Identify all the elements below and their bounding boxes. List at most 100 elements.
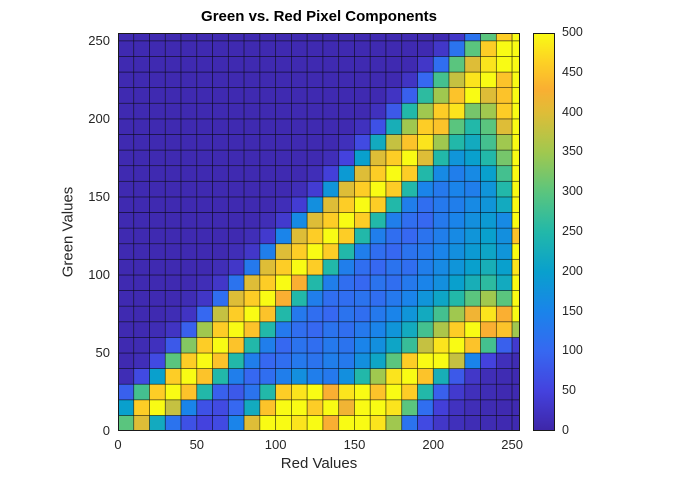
heatmap-cell [354,118,371,135]
heatmap-cell [338,274,355,291]
heatmap-cell [306,134,324,151]
heatmap-cell [385,274,403,291]
heatmap-cell [180,196,198,213]
x-tick-label: 50 [189,437,205,452]
heatmap-cell [164,383,182,401]
heatmap-cell [118,415,135,431]
heatmap-cell [480,399,497,416]
heatmap-cell [118,290,135,307]
heatmap-cell [480,368,497,385]
heatmap-cell [118,258,135,276]
heatmap-cell [180,33,198,42]
heatmap-cell [149,33,166,42]
heatmap-cell [322,383,340,401]
heatmap-cell [432,180,450,198]
heatmap-cell [164,274,182,291]
heatmap-cell [306,383,324,401]
heatmap-cell [480,274,497,291]
heatmap-cell [369,243,387,260]
heatmap-cell [164,40,182,57]
heatmap-cell [401,102,418,120]
heatmap-cell [243,134,261,151]
heatmap-cell [243,368,261,385]
heatmap-cell [212,243,229,260]
heatmap-cell [385,336,403,354]
heatmap-cell [338,321,355,338]
heatmap-cell [432,305,450,323]
heatmap-cell [212,352,229,369]
heatmap-cell [212,33,229,42]
heatmap-cell [180,305,198,323]
heatmap-cell [480,71,497,89]
heatmap-cell [243,87,261,104]
heatmap-cell [432,274,450,291]
heatmap-cell [306,56,324,73]
heatmap-cell [369,258,387,276]
heatmap-cell [480,352,497,369]
heatmap-cell [164,399,182,416]
heatmap-cell [118,321,135,338]
heatmap-cell [401,180,418,198]
heatmap-cell [196,352,213,369]
colorbar-tick-label: 200 [562,263,583,278]
heatmap-cell [417,305,434,323]
heatmap-cell [432,243,450,260]
heatmap-cell [164,243,182,260]
heatmap-cell [495,258,513,276]
heatmap-cell [511,336,520,354]
heatmap-cell [511,149,520,167]
heatmap-cell [464,118,481,135]
heatmap-cell [495,243,513,260]
heatmap-cell [306,87,324,104]
heatmap-cell [338,399,355,416]
heatmap-cell [480,383,497,401]
heatmap-cell [291,40,308,57]
heatmap-cell [401,212,418,229]
heatmap-cell [149,165,166,182]
heatmap-cell [401,383,418,401]
heatmap-cell [432,149,450,167]
heatmap-cell [369,227,387,245]
heatmap-cell [212,40,229,57]
heatmap-cell [227,368,245,385]
heatmap-cell [212,321,229,338]
axes-box [118,33,520,431]
heatmap-cell [480,33,497,42]
heatmap-cell [511,180,520,198]
heatmap-cell [448,212,466,229]
heatmap-cell [322,56,340,73]
heatmap-cell [306,196,324,213]
heatmap-cell [322,165,340,182]
heatmap-cell [291,134,308,151]
heatmap-cell [511,258,520,276]
heatmap-cell [354,305,371,323]
heatmap-cell [133,368,150,385]
heatmap-cell [149,71,166,89]
heatmap-cell [338,180,355,198]
heatmap-cell [164,415,182,431]
heatmap-cell [149,56,166,73]
heatmap-cell [164,368,182,385]
heatmap-cell [291,87,308,104]
heatmap-cell [511,274,520,291]
heatmap-cell [369,415,387,431]
heatmap-cell [275,321,292,338]
heatmap-cell [259,352,277,369]
heatmap-cell [448,134,466,151]
heatmap-cell [480,102,497,120]
heatmap-cell [180,415,198,431]
heatmap-cell [369,180,387,198]
heatmap-cell [354,134,371,151]
heatmap-cell [448,180,466,198]
heatmap-cell [196,56,213,73]
heatmap-cell [243,352,261,369]
heatmap-cell [306,165,324,182]
heatmap-cell [212,165,229,182]
heatmap-cell [495,33,513,42]
heatmap-cell [369,383,387,401]
heatmap-cell [291,180,308,198]
heatmap-cell [275,399,292,416]
heatmap-cell [480,243,497,260]
heatmap-cell [495,368,513,385]
heatmap-cell [495,56,513,73]
